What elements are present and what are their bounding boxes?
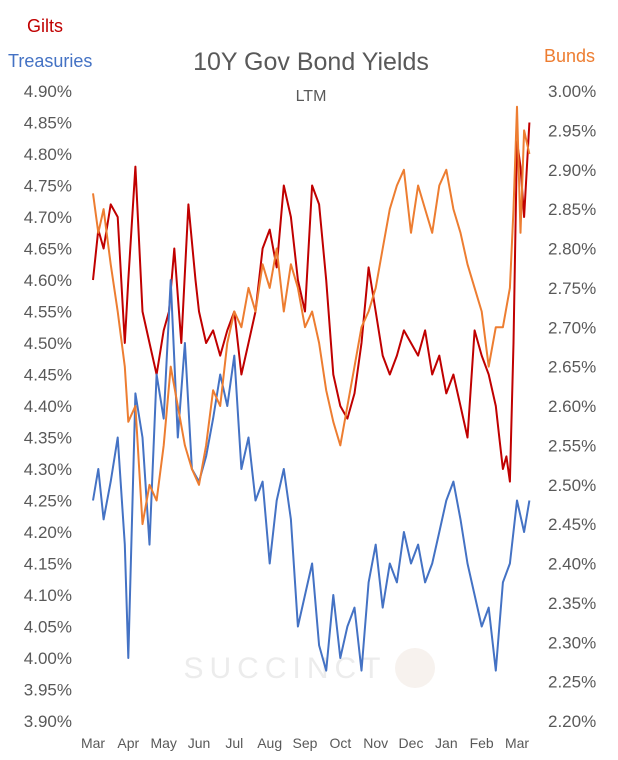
right-tick-label: 2.70% — [548, 318, 596, 337]
right-tick-label: 2.40% — [548, 555, 596, 574]
legend-treasuries: Treasuries — [8, 51, 92, 71]
right-tick-label: 2.20% — [548, 712, 596, 731]
x-tick-label: Apr — [117, 735, 139, 751]
right-tick-label: 2.65% — [548, 358, 596, 377]
right-tick-label: 2.75% — [548, 279, 596, 298]
x-tick-label: May — [150, 735, 176, 751]
right-tick-label: 2.85% — [548, 200, 596, 219]
x-tick-label: Sep — [293, 735, 318, 751]
right-tick-label: 2.80% — [548, 240, 596, 259]
left-tick-label: 4.70% — [24, 208, 72, 227]
x-tick-label: Aug — [257, 735, 282, 751]
series-line-treasuries — [92, 279, 531, 672]
chart-subtitle: LTM — [296, 88, 327, 105]
right-tick-label: 2.55% — [548, 436, 596, 455]
x-tick-label: Feb — [470, 735, 494, 751]
right-tick-label: 2.25% — [548, 673, 596, 692]
legend-bunds: Bunds — [544, 46, 595, 66]
left-axis: 3.90% 3.95% 4.00% 4.05% 4.10% 4.15% 4.20% 4.25%… — [24, 82, 72, 731]
right-tick-label: 2.35% — [548, 594, 596, 613]
legend-gilts: Gilts — [27, 16, 63, 36]
series-line-gilts — [92, 122, 531, 483]
left-tick-label: 4.65% — [24, 240, 72, 259]
left-tick-label: 4.25% — [24, 492, 72, 511]
chart-title: 10Y Gov Bond Yields — [193, 48, 429, 76]
left-tick-label: 4.90% — [24, 82, 72, 101]
right-tick-label: 2.45% — [548, 515, 596, 534]
series-lines — [92, 105, 531, 672]
right-tick-label: 2.60% — [548, 397, 596, 416]
left-tick-label: 4.55% — [24, 303, 72, 322]
x-tick-label: Mar — [505, 735, 529, 751]
left-tick-label: 4.75% — [24, 177, 72, 196]
left-tick-label: 4.60% — [24, 271, 72, 290]
right-axis: 2.20% 2.25% 2.30% 2.35% 2.40% 2.45% 2.50% 2.55%… — [548, 82, 596, 731]
left-tick-label: 4.30% — [24, 460, 72, 479]
right-tick-label: 2.90% — [548, 161, 596, 180]
watermark-logo — [395, 648, 435, 688]
left-tick-label: 4.10% — [24, 586, 72, 605]
right-tick-label: 2.50% — [548, 476, 596, 495]
left-tick-label: 4.20% — [24, 523, 72, 542]
left-tick-label: 3.90% — [24, 712, 72, 731]
x-tick-label: Jan — [435, 735, 458, 751]
x-tick-label: Oct — [329, 735, 351, 751]
left-tick-label: 4.40% — [24, 397, 72, 416]
right-tick-label: 2.95% — [548, 121, 596, 140]
series-line-bunds — [92, 105, 531, 526]
left-tick-label: 4.15% — [24, 555, 72, 574]
x-axis: Mar Apr May Jun Jul Aug Sep Oct Nov Dec Jan Feb Mar — [81, 735, 529, 751]
left-tick-label: 3.95% — [24, 681, 72, 700]
left-tick-label: 4.85% — [24, 114, 72, 133]
right-tick-label: 3.00% — [548, 82, 596, 101]
left-tick-label: 4.80% — [24, 145, 72, 164]
left-tick-label: 4.50% — [24, 334, 72, 353]
right-tick-label: 2.30% — [548, 633, 596, 652]
x-tick-label: Jul — [225, 735, 243, 751]
x-tick-label: Jun — [188, 735, 211, 751]
x-tick-label: Dec — [399, 735, 424, 751]
left-tick-label: 4.00% — [24, 649, 72, 668]
left-tick-label: 4.35% — [24, 429, 72, 448]
watermark-text: SUCCINCT — [184, 652, 387, 685]
left-tick-label: 4.05% — [24, 618, 72, 637]
x-tick-label: Nov — [363, 735, 388, 751]
x-tick-label: Mar — [81, 735, 105, 751]
left-tick-label: 4.45% — [24, 366, 72, 385]
